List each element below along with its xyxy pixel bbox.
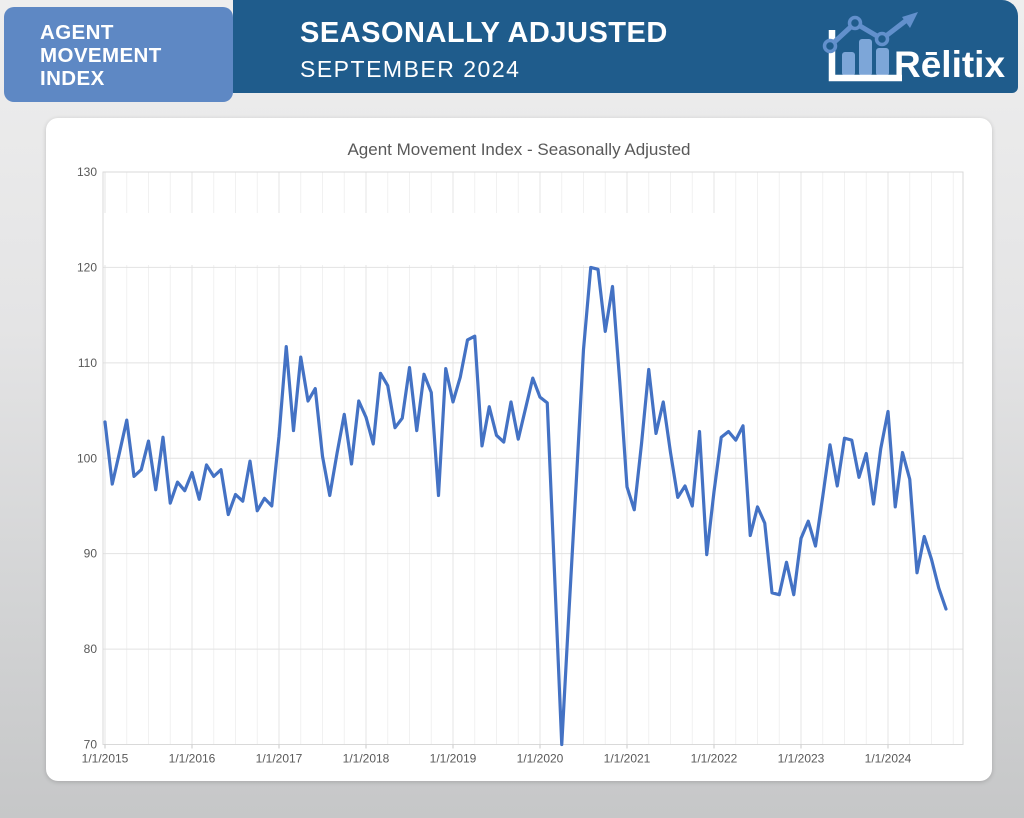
report-title: SEASONALLY ADJUSTED xyxy=(300,17,668,49)
chart-card: Agent Movement Index - Seasonally Adjust… xyxy=(46,118,992,781)
trend-line-icon xyxy=(822,12,918,54)
gridline-mask-box xyxy=(104,213,731,265)
x-axis-tick-label: 1/1/2022 xyxy=(691,752,738,766)
y-axis-tick-label: 110 xyxy=(78,356,97,370)
x-axis-tick-label: 1/1/2017 xyxy=(256,752,303,766)
y-axis-tick-label: 130 xyxy=(77,165,97,179)
y-axis-tick-label: 120 xyxy=(77,260,97,274)
y-axis-tick-label: 80 xyxy=(84,642,98,656)
agent-movement-index-badge: AGENT MOVEMENT INDEX xyxy=(4,7,233,102)
y-axis-tick-label: 70 xyxy=(84,738,98,752)
badge-line-2: MOVEMENT xyxy=(40,44,162,67)
plot-border xyxy=(102,171,964,745)
badge-line-1: AGENT xyxy=(40,21,114,44)
brand-name: Rēlitix xyxy=(894,44,1005,85)
badge-line-3: INDEX xyxy=(40,67,105,90)
x-axis-tick-label: 1/1/2021 xyxy=(604,752,651,766)
y-axis-tick-label: 90 xyxy=(84,547,98,561)
x-axis-tick-label: 1/1/2016 xyxy=(169,752,216,766)
ami-series-line xyxy=(103,265,948,747)
chart-title: Agent Movement Index - Seasonally Adjust… xyxy=(347,140,691,159)
ami-line-chart: 70 80 90 100 110 120 130 1/1/2015 1/1/2016 1/1/20… xyxy=(77,165,964,766)
y-axis-tick-label: 100 xyxy=(77,451,97,465)
x-axis-tick-label: 1/1/2015 xyxy=(82,752,129,766)
relitix-logo: Rēlitix xyxy=(822,12,1005,85)
x-axis-tick-label: 1/1/2019 xyxy=(430,752,477,766)
x-axis-tick-label: 1/1/2024 xyxy=(865,752,912,766)
x-axis-tick-label: 1/1/2018 xyxy=(343,752,390,766)
report-month: SEPTEMBER 2024 xyxy=(300,56,521,82)
x-axis-tick-label: 1/1/2020 xyxy=(517,752,564,766)
x-axis-tick-label: 1/1/2023 xyxy=(778,752,825,766)
